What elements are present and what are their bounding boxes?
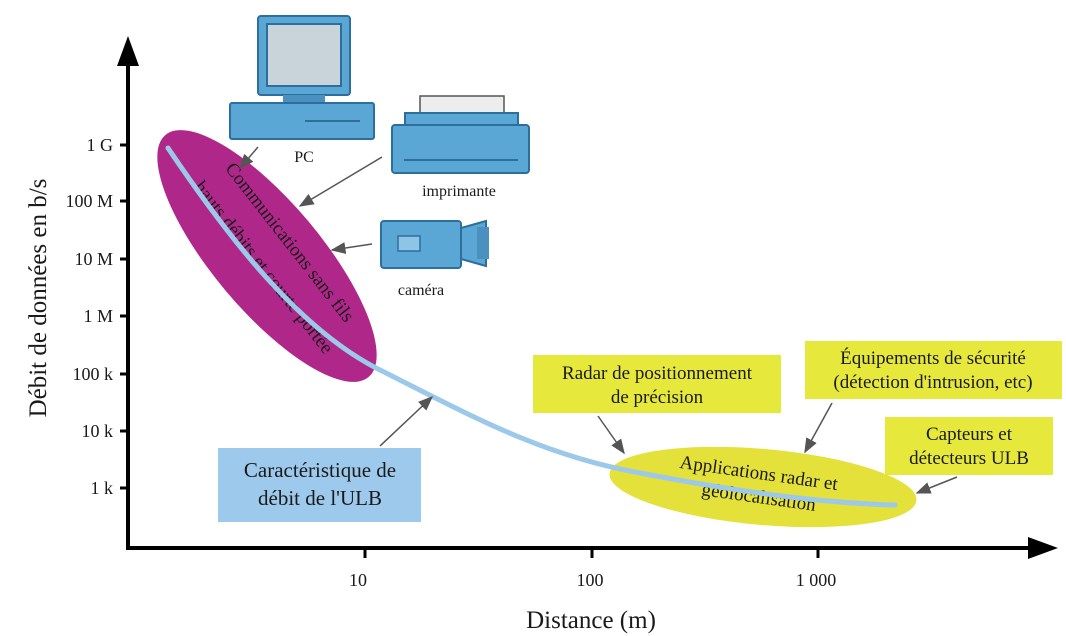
radar-zone-ellipse bbox=[609, 446, 917, 528]
y-tick-label: 1 G bbox=[87, 135, 114, 155]
callout-sensors: Capteurs et détecteurs ULB bbox=[885, 417, 1053, 494]
callout-radar-positioning: Radar de positionnement de précision bbox=[533, 355, 781, 455]
y-ticks: 1 G 100 M 10 M 1 M 100 k 10 k 1 k bbox=[65, 135, 128, 498]
y-axis-arrow bbox=[117, 36, 139, 66]
y-tick-label: 1 k bbox=[91, 478, 114, 498]
x-tick-label: 100 bbox=[577, 570, 604, 590]
pc-label: PC bbox=[294, 149, 314, 166]
y-tick-label: 100 M bbox=[65, 191, 113, 211]
callout-uwb-curve: Caractéristique de débit de l'ULB bbox=[218, 395, 434, 522]
camera-label: caméra bbox=[398, 282, 444, 299]
callout-sensors-line1: Capteurs et bbox=[926, 424, 1013, 445]
camera-icon bbox=[380, 219, 489, 269]
y-axis-title: Débit de données en b/s bbox=[25, 179, 52, 418]
x-axis-title: Distance (m) bbox=[526, 607, 656, 634]
radar-zone: Applications radar et géolocalisation bbox=[609, 446, 917, 528]
wireless-zone-ellipse bbox=[157, 130, 377, 382]
x-ticks: 10 100 1 000 bbox=[349, 548, 836, 590]
callout-uwb-line2: débit de l'ULB bbox=[258, 486, 382, 510]
callout-security: Équipements de sécurité (détection d'int… bbox=[804, 341, 1062, 454]
callout-uwb-line1: Caractéristique de bbox=[244, 458, 396, 482]
pc-icon bbox=[229, 15, 375, 140]
y-tick-label: 100 k bbox=[73, 364, 114, 384]
printer-label: imprimante bbox=[422, 183, 496, 200]
y-tick-label: 1 M bbox=[83, 306, 113, 326]
printer-icon bbox=[391, 95, 530, 174]
axes bbox=[117, 36, 1058, 559]
callout-radar-line2: de précision bbox=[611, 387, 704, 408]
x-tick-label: 10 bbox=[349, 570, 367, 590]
callout-security-line1: Équipements de sécurité bbox=[840, 347, 1026, 369]
callout-sensors-line2: détecteurs ULB bbox=[909, 448, 1029, 469]
x-tick-label: 1 000 bbox=[796, 570, 837, 590]
y-tick-label: 10 k bbox=[82, 421, 114, 441]
callout-radar-line1: Radar de positionnement bbox=[562, 363, 753, 384]
uwb-rate-curve bbox=[165, 145, 898, 508]
y-tick-label: 10 M bbox=[74, 249, 113, 269]
x-axis-arrow bbox=[1028, 537, 1058, 559]
device-arrows bbox=[239, 146, 383, 254]
callout-security-line2: (détection d'intrusion, etc) bbox=[833, 372, 1032, 393]
